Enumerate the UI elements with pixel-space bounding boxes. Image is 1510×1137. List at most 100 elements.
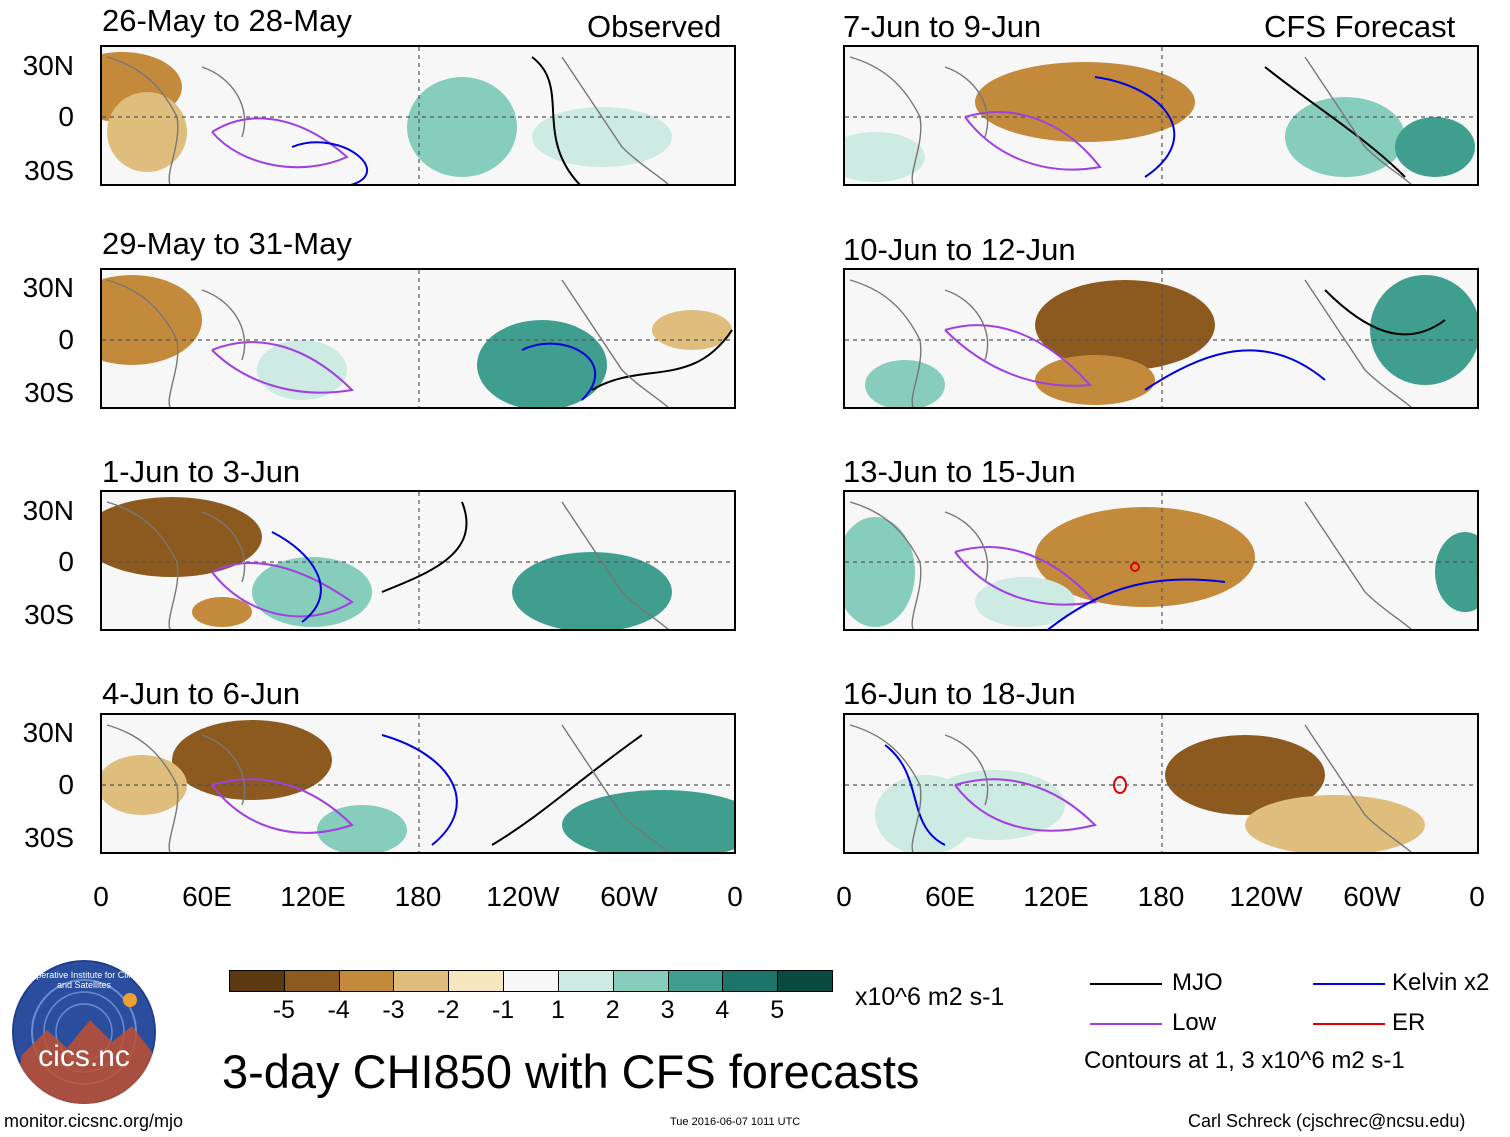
colorbar-tick-label: 3 [660, 996, 675, 1024]
panel-title-obs-2: 29-May to 31-May [102, 226, 352, 261]
contour-line [1113, 776, 1128, 794]
contour-line [1130, 562, 1141, 572]
xtick-right-0-end: 0 [1469, 881, 1485, 912]
wet-anomaly-area [1370, 275, 1477, 385]
coastline [849, 501, 1412, 629]
colorbar-swatch [777, 970, 833, 992]
contour-line [531, 56, 581, 184]
ytick-30s-4: 30S [24, 822, 74, 853]
contour-line [1047, 578, 1226, 629]
colorbar-swatch [612, 970, 669, 992]
contour-line [1144, 349, 1326, 391]
colorbar-swatch [283, 970, 340, 992]
forecast-label: CFS Forecast [1264, 9, 1456, 44]
map-panel-obs-3 [100, 490, 736, 631]
contour-line [521, 342, 597, 401]
map-svg [102, 715, 734, 852]
map-panel-obs-1 [100, 45, 736, 186]
panel-title-obs-3: 1-Jun to 3-Jun [102, 454, 301, 489]
xtick-right-120w: 120W [1229, 881, 1303, 912]
map-panel-fc-1 [843, 45, 1479, 186]
ytick-0-1: 0 [58, 101, 74, 132]
colorbar-swatch [503, 970, 559, 992]
coastline [849, 279, 1412, 407]
legend-label-er: ER [1392, 1009, 1426, 1036]
contour-line [884, 744, 946, 846]
colorbar-tick-label: -5 [272, 996, 295, 1024]
dry-anomaly-area [1245, 795, 1425, 852]
map-svg [102, 492, 734, 629]
colorbar-swatch [722, 970, 779, 992]
colorbar-swatch [448, 970, 505, 992]
map-svg [102, 47, 734, 184]
map-svg [102, 270, 734, 407]
ytick-30s-1: 30S [24, 155, 74, 186]
dry-anomaly-area [1035, 355, 1155, 405]
map-panel-fc-2 [843, 268, 1479, 409]
dry-anomaly-area [975, 62, 1195, 142]
colorbar-tick-label: 2 [605, 996, 620, 1024]
dry-anomaly-area [1035, 280, 1215, 370]
legend-swatch-er [1313, 1023, 1385, 1025]
panel-title-fc-3: 13-Jun to 15-Jun [843, 454, 1076, 489]
logo-graphic [12, 962, 154, 1104]
dry-anomaly-area [192, 597, 252, 627]
coastline [106, 501, 669, 629]
xtick-right-60e: 60E [925, 881, 975, 912]
colorbar-swatch [557, 970, 614, 992]
ytick-30n-4: 30N [22, 717, 74, 748]
xtick-right-0: 0 [836, 881, 852, 912]
map-svg [845, 715, 1477, 852]
wet-anomaly-area [317, 805, 407, 852]
map-panel-fc-3 [843, 490, 1479, 631]
contour-line [291, 141, 369, 184]
colorbar-tick-label: -2 [437, 996, 460, 1024]
colorbar-tick-label: 4 [715, 996, 730, 1024]
contour-line [211, 117, 349, 169]
ytick-0-2: 0 [58, 324, 74, 355]
colorbar-tick-label: -1 [491, 996, 515, 1024]
contour-line [1264, 66, 1406, 178]
wet-anomaly-area [477, 320, 607, 407]
ytick-30n-1: 30N [22, 50, 74, 81]
xtick-left-0: 0 [93, 881, 109, 912]
legend-swatch-kelvin [1313, 983, 1385, 985]
coastline [106, 724, 669, 852]
panel-title-fc-2: 10-Jun to 12-Jun [843, 232, 1076, 267]
contour-line [381, 734, 458, 846]
legend-swatch-low [1090, 1023, 1162, 1025]
contour-line [591, 329, 733, 391]
dry-anomaly-area [172, 720, 332, 800]
contour-line [944, 324, 1093, 387]
cics-logo: cics.nc Cooperative Institute for Climat… [12, 960, 156, 1104]
ytick-30n-3: 30N [22, 495, 74, 526]
contour-line [954, 778, 1097, 832]
colorbar-tick-label: 5 [770, 996, 785, 1024]
map-panel-obs-4 [100, 713, 736, 854]
legend-label-low: Low [1172, 1009, 1217, 1036]
wet-anomaly-area [845, 517, 915, 627]
contour-note: Contours at 1, 3 x10^6 m2 s-1 [1084, 1047, 1405, 1074]
footer-site: monitor.cicsnc.org/mjo [4, 1111, 184, 1131]
colorbar-swatch [229, 970, 285, 992]
wet-anomaly-area [252, 557, 372, 627]
dry-anomaly-area [1165, 735, 1325, 815]
map-svg [845, 492, 1477, 629]
legend-label-kelvin: Kelvin x2 [1392, 969, 1490, 996]
chart-title: 3-day CHI850 with CFS forecasts [222, 1045, 920, 1098]
panel-title-obs-1: 26-May to 28-May [102, 3, 352, 38]
map-panel-obs-2 [100, 268, 736, 409]
colorbar-tick-label: -3 [382, 996, 405, 1024]
map-svg [845, 47, 1477, 184]
wet-anomaly-area [1435, 532, 1477, 612]
panel-title-obs-4: 4-Jun to 6-Jun [102, 676, 301, 711]
colorbar-tick-label: -4 [327, 996, 350, 1024]
xtick-left-60w: 60W [600, 881, 658, 912]
wet-anomaly-area [875, 775, 975, 852]
contour-line [381, 501, 468, 593]
coastline [849, 56, 1412, 184]
dry-anomaly-area [107, 92, 187, 172]
logo-ring-text: Cooperative Institute for Climate and Sa… [19, 970, 149, 990]
contour-line [1324, 289, 1446, 336]
ytick-30s-2: 30S [24, 377, 74, 408]
